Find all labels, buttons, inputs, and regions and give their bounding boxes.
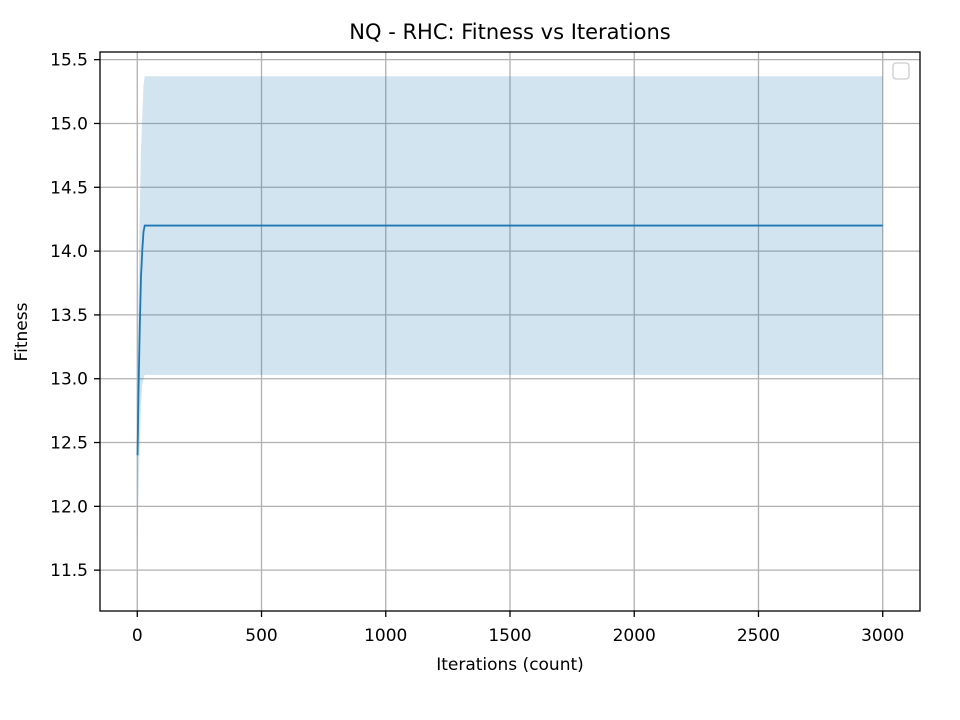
x-axis-title: Iterations (count) (436, 655, 584, 675)
x-tick-label: 1500 (488, 626, 531, 646)
x-tick-label: 3000 (861, 626, 904, 646)
y-tick-label: 14.0 (50, 242, 88, 262)
y-axis: 11.5 12.0 12.5 13.0 13.5 14.0 14.5 15.0 15.5 (50, 51, 100, 581)
x-tick-label: 0 (132, 626, 143, 646)
y-tick-label: 15.0 (50, 114, 88, 134)
y-tick-label: 14.5 (50, 178, 88, 198)
y-tick-label: 11.5 (50, 561, 88, 581)
y-tick-label: 15.5 (50, 51, 88, 71)
confidence-band (137, 76, 883, 558)
x-axis: 0 500 1000 1500 2000 2500 3000 (132, 611, 904, 646)
y-tick-label: 13.5 (50, 306, 88, 326)
x-tick-label: 500 (245, 626, 277, 646)
x-tick-label: 2000 (613, 626, 656, 646)
chart-title: NQ - RHC: Fitness vs Iterations (349, 20, 670, 44)
series-lines (136, 224, 883, 456)
std-band-area (137, 76, 883, 558)
y-tick-label: 13.0 (50, 370, 88, 390)
x-tick-label: 1000 (364, 626, 407, 646)
mean-fitness-line (136, 224, 883, 456)
legend-box[interactable] (892, 62, 910, 80)
y-axis-title: Fitness (12, 302, 32, 361)
x-tick-label: 2500 (737, 626, 780, 646)
y-tick-label: 12.5 (50, 434, 88, 454)
grid (100, 52, 920, 611)
y-tick-label: 12.0 (50, 497, 88, 517)
